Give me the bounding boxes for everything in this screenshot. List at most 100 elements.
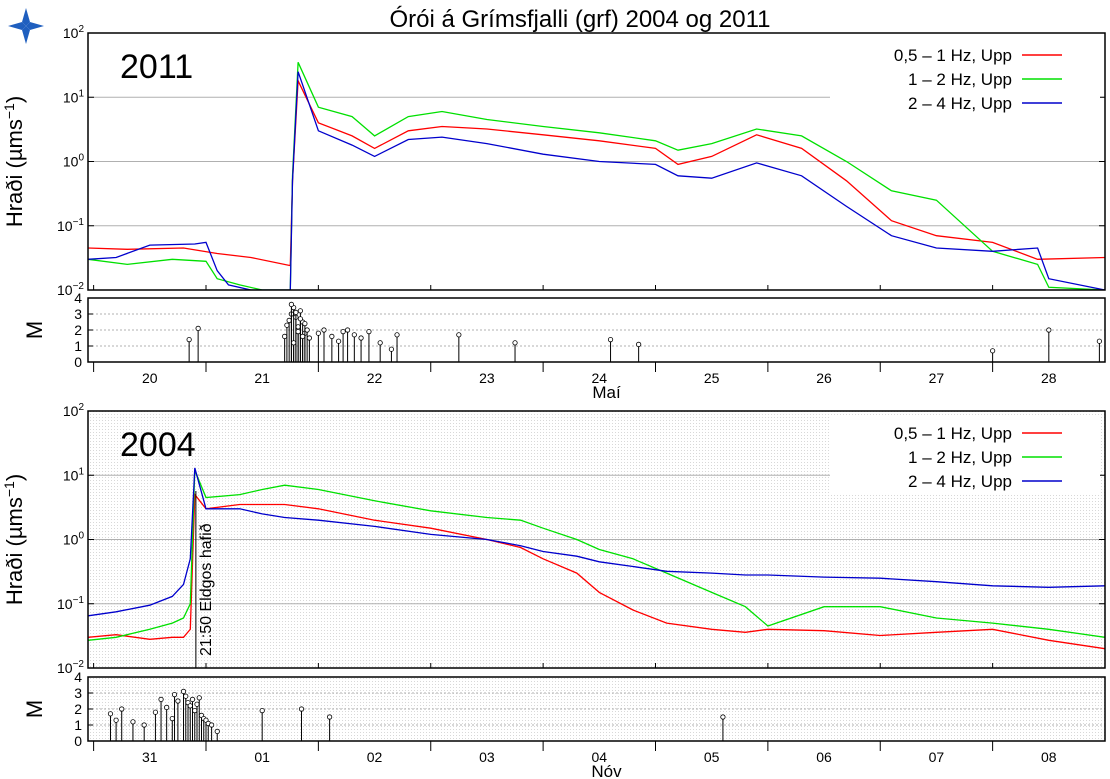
x-tick-label: 26 <box>816 370 832 386</box>
series-line-1 <box>88 469 1105 641</box>
x-axis-label: Maí <box>592 383 621 402</box>
y-tick-label: 10−2 <box>57 281 84 298</box>
event-point <box>394 332 400 338</box>
event-point <box>295 324 301 330</box>
x-tick-label: 01 <box>254 749 270 765</box>
y-tick-label: 10−1 <box>57 217 84 234</box>
event-point <box>284 322 290 328</box>
event-point <box>512 340 518 346</box>
event-point <box>340 328 346 335</box>
x-tick-label: 24 <box>592 370 608 386</box>
y-tick-label: 100 <box>63 531 85 548</box>
series-line-0 <box>88 78 1105 267</box>
y-tick-label: 102 <box>63 402 85 419</box>
event-point <box>130 719 136 725</box>
y-tick-label: 10−1 <box>57 595 84 612</box>
x-tick-label: 25 <box>704 370 720 386</box>
legend-box <box>830 417 1100 495</box>
event-point <box>169 715 175 722</box>
event-point <box>306 335 312 341</box>
y-axis-label: Hraði (µms−1) <box>1 96 27 227</box>
event-point <box>293 309 299 315</box>
event-point <box>607 336 614 343</box>
m-tick-label: 1 <box>74 717 82 733</box>
event-point <box>1046 327 1052 333</box>
event-point <box>214 728 220 735</box>
event-point <box>636 341 642 347</box>
event-point <box>141 722 147 728</box>
m-tick-label: 2 <box>74 322 82 338</box>
series-line-1 <box>88 62 1105 290</box>
x-tick-label: 31 <box>142 749 158 765</box>
event-point <box>358 335 364 341</box>
event-point <box>990 348 996 354</box>
m-tick-label: 0 <box>74 733 82 749</box>
x-tick-label: 23 <box>479 370 495 386</box>
event-point <box>291 340 297 346</box>
m-tick-label: 2 <box>74 701 82 717</box>
event-point <box>286 317 292 323</box>
x-tick-label: 28 <box>1041 370 1057 386</box>
legend-label: 1 – 2 Hz, Upp <box>908 448 1012 467</box>
event-point <box>327 714 333 720</box>
y-tick-label: 100 <box>63 153 85 170</box>
event-point <box>295 328 301 335</box>
event-point <box>300 333 306 339</box>
event-point <box>377 340 383 346</box>
event-point <box>196 695 202 701</box>
event-point <box>351 332 357 338</box>
x-tick-label: 21 <box>254 370 270 386</box>
event-point <box>297 316 303 322</box>
m-tick-label: 3 <box>74 306 82 322</box>
event-point <box>192 707 198 714</box>
series-line-2 <box>88 467 1105 617</box>
x-axis-label: Nóv <box>591 762 622 779</box>
magnitude-axis-label: M <box>22 321 47 339</box>
event-point <box>298 706 305 712</box>
m-tick-label: 4 <box>74 290 82 306</box>
panel-year-label: 2004 <box>120 426 196 464</box>
m-tick-label: 3 <box>74 685 82 701</box>
event-point <box>175 698 181 704</box>
event-point <box>186 336 192 343</box>
y-tick-label: 10−2 <box>57 659 84 676</box>
event-point <box>152 709 159 715</box>
event-point <box>107 711 114 717</box>
event-point <box>297 308 303 314</box>
event-point <box>209 722 215 728</box>
eruption-annotation: 21:50 Eldgos hafið <box>198 523 215 656</box>
event-point <box>158 696 164 703</box>
event-point <box>194 701 200 707</box>
m-tick-label: 4 <box>74 669 82 685</box>
event-point <box>321 327 327 333</box>
event-point <box>189 696 196 703</box>
event-point <box>180 688 187 695</box>
figure-title: Órói á Grímsfjalli (grf) 2004 og 2011 <box>389 6 770 33</box>
legend-label: 0,5 – 1 Hz, Upp <box>894 424 1012 443</box>
event-point <box>171 691 178 698</box>
event-point <box>183 693 189 699</box>
panel-year-label: 2011 <box>120 48 193 86</box>
legend-label: 2 – 4 Hz, Upp <box>908 94 1012 113</box>
x-tick-label: 04 <box>592 749 608 765</box>
legend-label: 1 – 2 Hz, Upp <box>908 70 1012 89</box>
event-point <box>304 327 310 333</box>
event-point <box>119 706 125 712</box>
event-point <box>720 714 726 720</box>
magnitude-axis-label: M <box>22 700 47 718</box>
event-point <box>164 704 170 711</box>
x-tick-label: 05 <box>704 749 720 765</box>
m-tick-label: 0 <box>74 354 82 370</box>
x-tick-label: 08 <box>1041 749 1057 765</box>
x-tick-label: 20 <box>142 370 158 386</box>
m-tick-label: 1 <box>74 338 82 354</box>
x-tick-label: 06 <box>816 749 832 765</box>
y-tick-label: 101 <box>63 466 85 483</box>
event-point <box>315 330 321 336</box>
event-point <box>1096 338 1102 344</box>
x-tick-label: 02 <box>367 749 383 765</box>
event-point <box>113 717 119 723</box>
legend: 0,5 – 1 Hz, Upp 1 – 2 Hz, Upp 2 – 4 Hz, Up… <box>830 39 1100 117</box>
